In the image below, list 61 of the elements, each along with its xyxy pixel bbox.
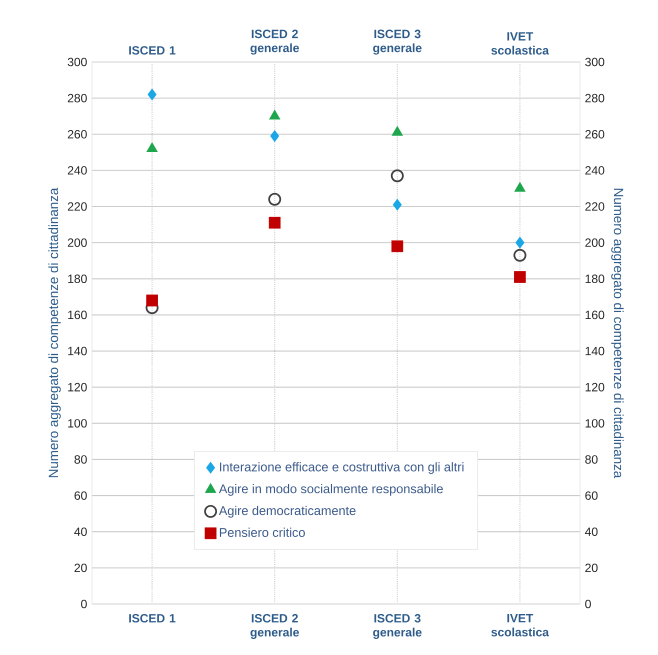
y-tick-label: 300 (68, 58, 87, 66)
y2-tick-label: 200 (585, 238, 604, 247)
point (391, 240, 404, 252)
category-label: ISCED 2 generale (250, 614, 299, 639)
y2-tick-label: 160 (586, 310, 604, 320)
y2-axis-title: Numero aggregato di competenze di cittadinanza (611, 188, 624, 478)
y2-tick-label: 120 (586, 382, 604, 392)
point (513, 248, 526, 262)
y-tick-label: 20 (74, 564, 87, 572)
y2-tick-label: 180 (586, 274, 604, 284)
point (146, 294, 158, 306)
y-tick-label: 0 (81, 600, 87, 608)
y2-tick-label: 240 (585, 166, 604, 175)
legend-label: Interazione efficace e costruttiva con gli altri (220, 462, 464, 474)
y-tick-label: 60 (74, 491, 87, 500)
x-tick-label: IVET scolastica (491, 32, 550, 55)
point (390, 169, 404, 182)
y2-tick-label: 60 (585, 491, 598, 500)
y-tick-label: 260 (68, 130, 87, 139)
point (514, 182, 526, 192)
category-label: ISCED 3 generale (373, 614, 422, 639)
point (268, 192, 282, 206)
y2-tick-label: 260 (585, 130, 604, 139)
point (146, 142, 158, 152)
x-tick-label: ISCED 2 generale (250, 30, 299, 55)
legend-label: Agire democraticamente (218, 506, 356, 518)
y-tick-label: 280 (68, 94, 87, 102)
x-tick-label: ISCED 3 generale (373, 30, 422, 55)
y-tick-label: 40 (74, 527, 87, 536)
category-label: IVET scolastica (491, 614, 550, 636)
y2-tick-label: 100 (586, 419, 604, 428)
y-tick-label: 100 (68, 419, 87, 428)
y2-tick-label: 80 (585, 455, 598, 464)
point (392, 126, 403, 136)
y-tick-label: 160 (68, 310, 87, 320)
point (392, 198, 402, 211)
y2-tick-label: 0 (585, 600, 591, 608)
point (268, 216, 281, 229)
y2-tick-label: 220 (585, 202, 604, 211)
point (515, 236, 524, 249)
point (148, 88, 157, 100)
x-tick-label: ISCED 1 (129, 46, 176, 55)
y2-tick-label: 300 (585, 58, 604, 66)
y-tick-label: 200 (68, 238, 87, 247)
y-axis-title: Numero aggregato di competenze di cittadinanza (48, 188, 61, 478)
y-tick-label: 240 (68, 166, 87, 175)
point (270, 130, 280, 142)
y2-tick-label: 280 (585, 94, 604, 102)
y-tick-label: 180 (68, 274, 87, 284)
y2-tick-label: 20 (585, 564, 598, 572)
y2-tick-label: 40 (584, 527, 598, 536)
point (269, 110, 280, 120)
point (514, 271, 526, 283)
legend-label: Agire in modo socialmente responsabile (218, 484, 443, 496)
y-tick-label: 120 (68, 382, 87, 392)
y-tick-label: 80 (74, 455, 87, 464)
y2-tick-label: 140 (586, 346, 604, 356)
y-tick-label: 220 (68, 202, 87, 211)
legend-label: Pensiero critico (220, 528, 305, 537)
y-tick-label: 140 (68, 346, 87, 356)
category-label: ISCED 1 (129, 614, 176, 623)
